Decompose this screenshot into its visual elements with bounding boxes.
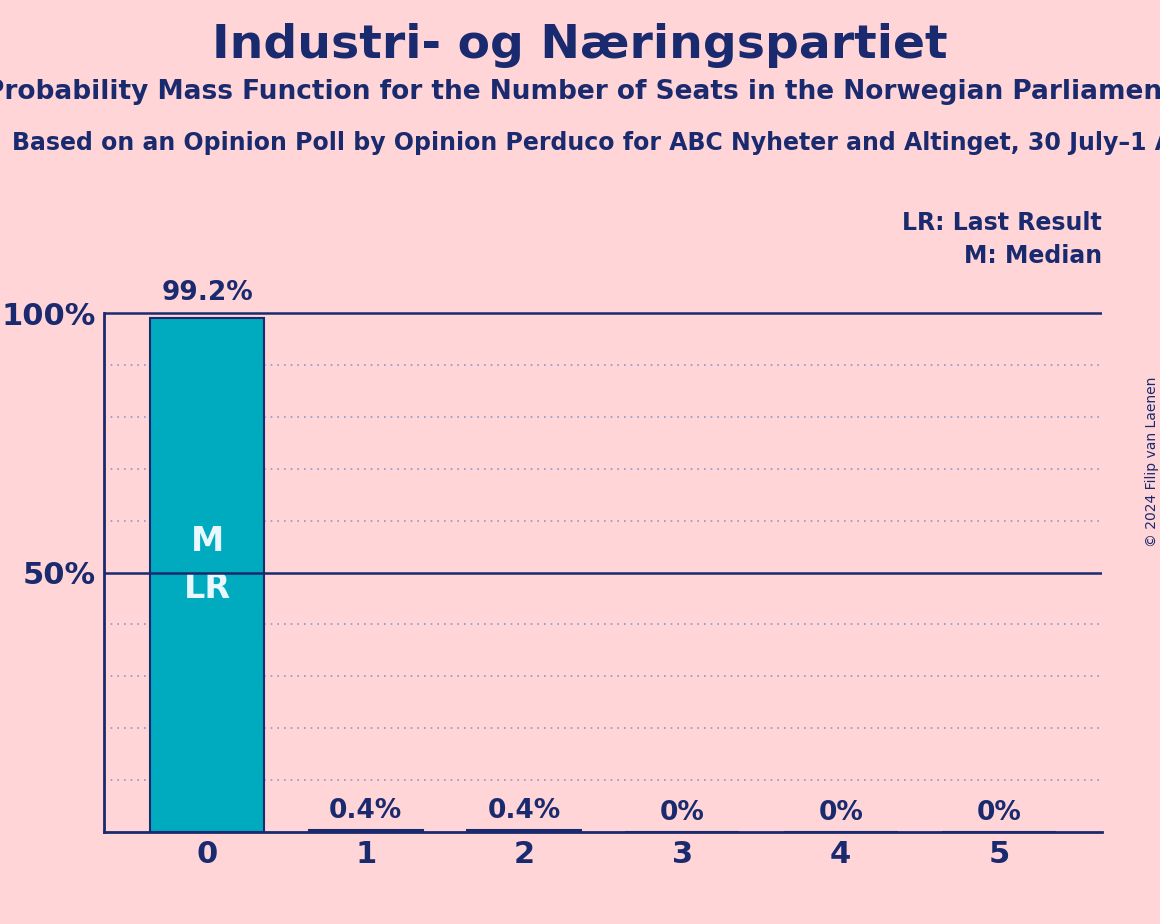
Bar bbox=[467, 830, 581, 832]
Text: 0%: 0% bbox=[977, 800, 1022, 826]
Text: Based on an Opinion Poll by Opinion Perduco for ABC Nyheter and Altinget, 30 Jul: Based on an Opinion Poll by Opinion Perd… bbox=[12, 131, 1160, 155]
Text: 0.4%: 0.4% bbox=[329, 798, 403, 824]
Text: LR: LR bbox=[183, 572, 231, 604]
Bar bbox=[309, 830, 422, 832]
Text: M: Median: M: Median bbox=[964, 244, 1102, 268]
Text: 0%: 0% bbox=[818, 800, 863, 826]
Text: Probability Mass Function for the Number of Seats in the Norwegian Parliament: Probability Mass Function for the Number… bbox=[0, 79, 1160, 104]
Text: 0%: 0% bbox=[660, 800, 705, 826]
Text: LR: Last Result: LR: Last Result bbox=[902, 211, 1102, 235]
Text: Industri- og Næringspartiet: Industri- og Næringspartiet bbox=[212, 23, 948, 68]
Text: 99.2%: 99.2% bbox=[161, 280, 253, 306]
Text: © 2024 Filip van Laenen: © 2024 Filip van Laenen bbox=[1145, 377, 1159, 547]
Bar bbox=[151, 318, 264, 832]
Text: 0.4%: 0.4% bbox=[487, 798, 560, 824]
Text: M: M bbox=[190, 525, 224, 558]
